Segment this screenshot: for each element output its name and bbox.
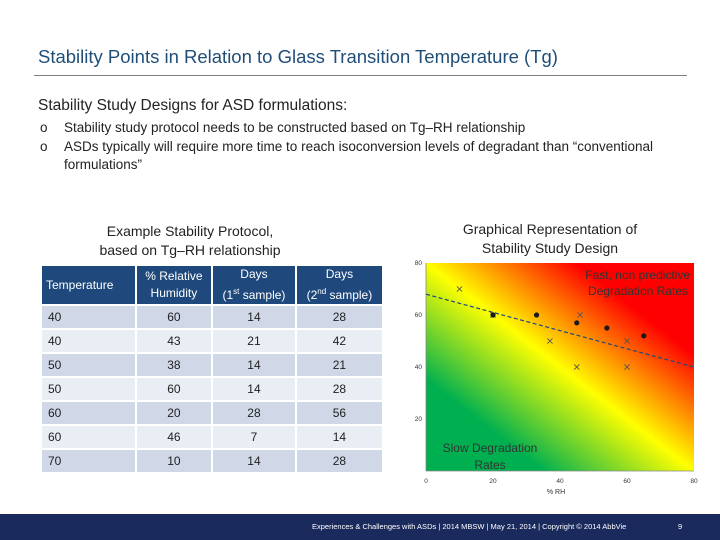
header-temperature-label: Temperature <box>46 277 114 292</box>
cell-days-first: 28 <box>213 402 295 424</box>
y-tick-label: 40 <box>415 364 423 371</box>
bullet-marker: o <box>40 120 48 135</box>
title-divider <box>34 75 687 76</box>
sample-cross-point <box>624 338 630 344</box>
header-second-sup: nd <box>317 287 327 296</box>
x-tick-label: 20 <box>489 478 497 485</box>
page-number: 9 <box>678 522 683 531</box>
table-caption: Example Stability Protocol, based on Tg–… <box>50 222 330 260</box>
chart-title-line: Stability Study Design <box>481 240 619 256</box>
header-days-second: Days (2nd sample) <box>296 266 382 304</box>
bullet-item: o Stability study protocol needs to be c… <box>40 119 700 138</box>
sample-cross-point <box>547 338 553 344</box>
header-second-open: (2 <box>306 288 318 302</box>
x-axis-label: % RH <box>547 489 565 495</box>
cell-days-second: 42 <box>296 330 382 352</box>
stability-protocol-table: Temperature % Relative Humidity Days (1st … <box>40 264 384 474</box>
y-tick-label: 60 <box>415 312 423 319</box>
header-first-sup: st <box>233 287 240 296</box>
table-row: 50 38 14 21 <box>42 354 382 376</box>
cell-days-first: 21 <box>213 330 295 352</box>
header-first-close: sample) <box>239 288 286 302</box>
table-row: 70 10 14 28 <box>42 450 382 472</box>
cell-temperature: 50 <box>42 378 135 400</box>
cell-days-second: 28 <box>296 306 382 328</box>
sample-dot-point <box>574 320 580 326</box>
cell-days-second: 21 <box>296 354 382 376</box>
header-rh: % Relative Humidity <box>136 266 212 304</box>
table-row: 60 20 28 56 <box>42 402 382 424</box>
cell-days-second: 28 <box>296 450 382 472</box>
chart-caption: Graphical Representation of Stability St… <box>430 220 670 258</box>
header-days-label: Days <box>240 267 268 281</box>
chart-background-zones <box>426 263 694 471</box>
sample-cross-point <box>456 286 463 292</box>
cell-temperature: 40 <box>42 306 135 328</box>
table-row: 40 60 14 28 <box>42 306 382 328</box>
sample-dot-point <box>604 325 610 331</box>
y-tick-label: 20 <box>415 416 423 423</box>
slow-rates-annotation: Rates <box>474 458 505 472</box>
stability-design-chart: 0 20 40 60 80 20 40 60 80 % RH Fast, non predictiv… <box>415 260 698 495</box>
cell-temperature: 60 <box>42 402 135 424</box>
cell-rh: 60 <box>136 378 212 400</box>
cell-days-second: 56 <box>296 402 382 424</box>
table-header-row: Temperature % Relative Humidity Days (1st … <box>42 266 382 304</box>
x-tick-label: 40 <box>556 478 564 485</box>
header-rh-line: Humidity <box>150 286 198 300</box>
cell-rh: 10 <box>136 450 212 472</box>
table-caption-line: Example Stability Protocol, <box>106 223 274 239</box>
bullet-list: o Stability study protocol needs to be c… <box>40 119 700 175</box>
x-tick-label: 60 <box>623 478 631 485</box>
footer-bar: Experiences & Challenges with ASDs | 201… <box>0 514 720 540</box>
sample-dot-point <box>533 312 540 318</box>
cell-days-first: 14 <box>213 354 295 376</box>
sample-cross-point <box>573 364 580 370</box>
cell-rh: 43 <box>136 330 212 352</box>
cell-rh: 60 <box>136 306 212 328</box>
fast-rates-annotation: Degradation Rates <box>588 284 688 298</box>
chart-title-line: Graphical Representation of <box>462 221 638 237</box>
table-caption-line: based on Tg–RH relationship <box>99 242 281 258</box>
header-days-first: Days (1st sample) <box>213 266 295 304</box>
trendline <box>425 293 695 368</box>
x-tick-label: 0 <box>424 478 428 485</box>
fast-rates-annotation: Fast, non predictive <box>585 268 690 282</box>
bullet-item: o ASDs typically will require more time … <box>40 138 700 175</box>
sample-dot-point <box>641 333 647 339</box>
footer-text: Experiences & Challenges with ASDs | 201… <box>312 522 627 531</box>
cell-temperature: 60 <box>42 426 135 448</box>
cell-rh: 38 <box>136 354 212 376</box>
bullet-marker: o <box>40 138 48 154</box>
cell-days-second: 28 <box>296 378 382 400</box>
cell-temperature: 70 <box>42 450 135 472</box>
cell-rh: 46 <box>136 426 212 448</box>
page-title: Stability Points in Relation to Glass Tr… <box>38 46 558 67</box>
section-subtitle: Stability Study Designs for ASD formulat… <box>38 97 348 114</box>
y-tick-label: 80 <box>415 260 423 267</box>
cell-days-first: 14 <box>213 450 295 472</box>
sample-dot-point <box>490 312 496 318</box>
table-row: 50 60 14 28 <box>42 378 382 400</box>
cell-temperature: 40 <box>42 330 135 352</box>
header-days-label: Days <box>325 267 354 281</box>
header-second-close: sample) <box>326 288 373 302</box>
table-row: 60 46 7 14 <box>42 426 382 448</box>
cell-rh: 20 <box>136 402 212 424</box>
cell-days-first: 14 <box>213 306 295 328</box>
header-first-open: (1 <box>222 288 234 302</box>
cell-days-first: 7 <box>213 426 295 448</box>
cell-days-second: 14 <box>296 426 382 448</box>
header-temperature: Temperature <box>42 266 135 304</box>
cell-temperature: 50 <box>42 354 135 376</box>
bullet-text: Stability study protocol needs to be con… <box>64 120 526 135</box>
sample-cross-point <box>577 312 584 318</box>
table-row: 40 43 21 42 <box>42 330 382 352</box>
slow-rates-annotation: Slow Degradation <box>443 441 538 455</box>
header-rh-line: % Relative <box>145 269 203 283</box>
cell-days-first: 14 <box>213 378 295 400</box>
sample-cross-point <box>624 364 630 370</box>
x-tick-label: 80 <box>690 478 698 485</box>
bullet-text: ASDs typically will require more time to… <box>64 138 654 173</box>
